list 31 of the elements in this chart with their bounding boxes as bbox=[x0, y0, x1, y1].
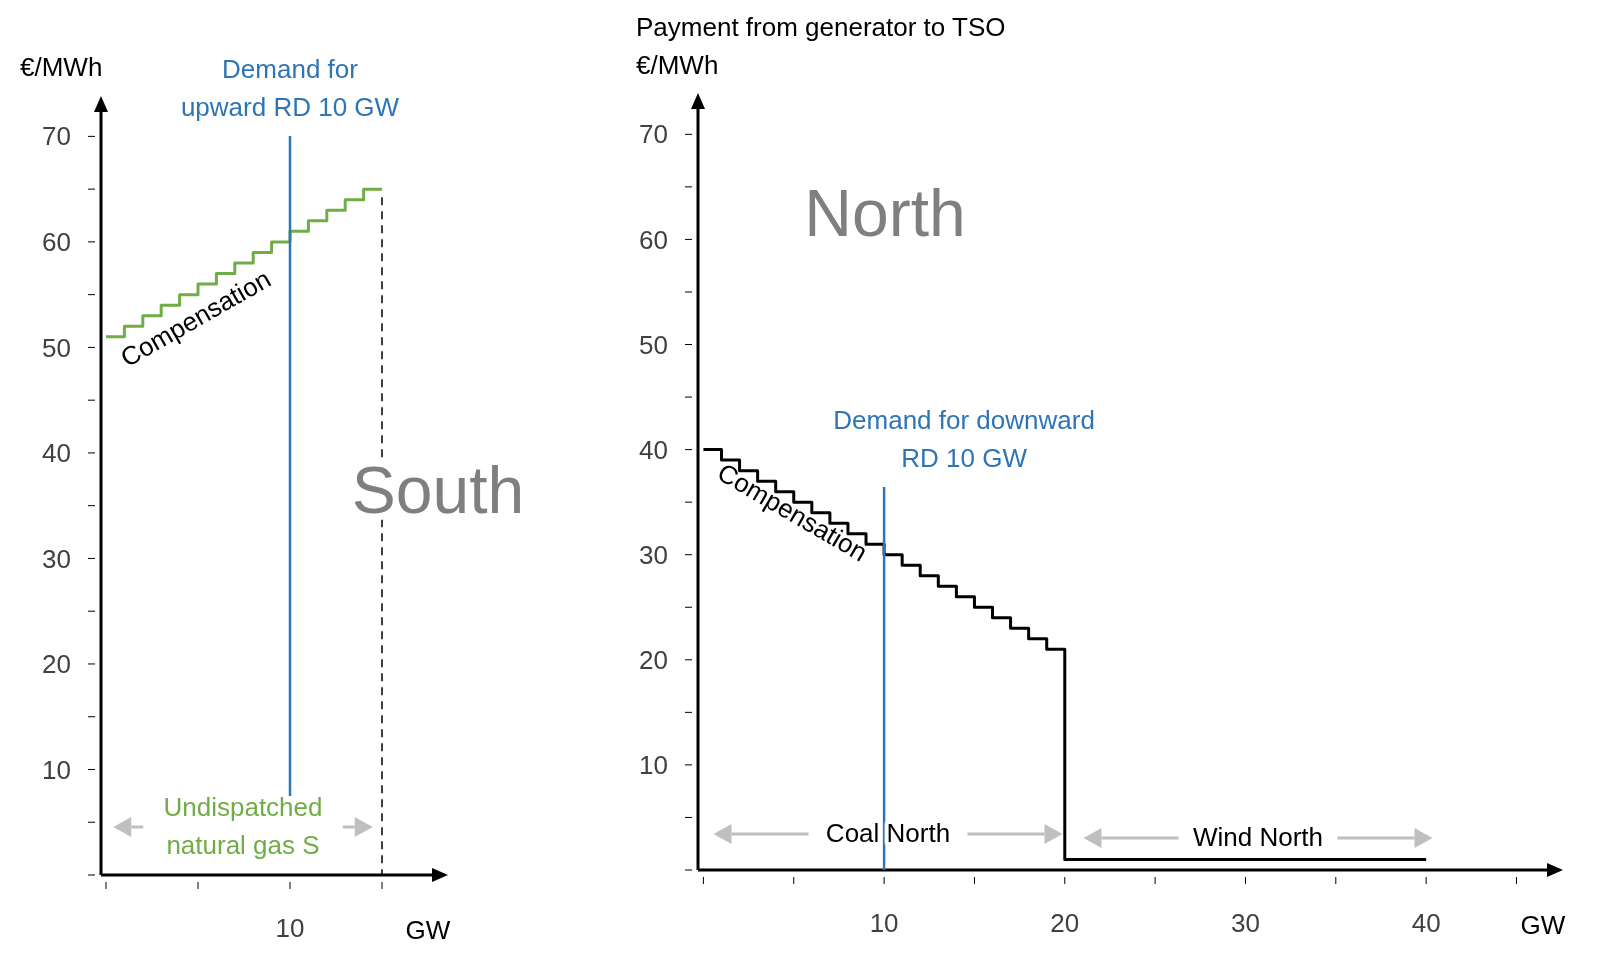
annotation: Undispatched natural gas S bbox=[163, 792, 323, 860]
y-tick-label: 50 bbox=[42, 332, 71, 363]
y-tick-label: 40 bbox=[639, 434, 668, 465]
ref-line-label: Demand for upward RD 10 GW bbox=[180, 54, 400, 122]
x-tick-label: 10 bbox=[275, 913, 305, 943]
y-tick-label: 30 bbox=[639, 539, 668, 570]
annotation: Coal North bbox=[825, 818, 951, 848]
y-tick-label: 30 bbox=[42, 543, 71, 574]
y-tick-label: 10 bbox=[639, 750, 668, 780]
x-tick-label: 10 bbox=[869, 908, 899, 938]
x-tick-label: 40 bbox=[1411, 908, 1441, 938]
y-tick-label: 40 bbox=[42, 438, 71, 469]
y-tick-label: 20 bbox=[42, 649, 71, 680]
annotation: Wind North bbox=[1192, 822, 1324, 852]
y-tick-label: 20 bbox=[639, 644, 668, 675]
y-tick-label: 70 bbox=[639, 119, 668, 150]
x-axis-title: GW bbox=[1520, 910, 1566, 940]
annotation: North bbox=[804, 176, 966, 250]
ref-line-label: Demand for downward RD 10 GW bbox=[833, 405, 1095, 473]
x-tick-label: 20 bbox=[1050, 908, 1080, 938]
y-tick-label: 70 bbox=[42, 121, 71, 152]
chart-title: Payment from generator to TSO bbox=[636, 12, 1006, 42]
annotation: South bbox=[351, 453, 525, 527]
x-axis-title: GW bbox=[405, 915, 451, 945]
y-tick-label: 50 bbox=[639, 329, 668, 360]
y-tick-label: 10 bbox=[42, 754, 71, 785]
x-tick-label: 30 bbox=[1231, 908, 1260, 938]
y-tick-label: 60 bbox=[639, 224, 668, 255]
y-axis-title: €/MWh bbox=[636, 50, 719, 80]
y-axis-title: €/MWh bbox=[20, 52, 103, 82]
y-tick-label: 60 bbox=[42, 227, 71, 257]
